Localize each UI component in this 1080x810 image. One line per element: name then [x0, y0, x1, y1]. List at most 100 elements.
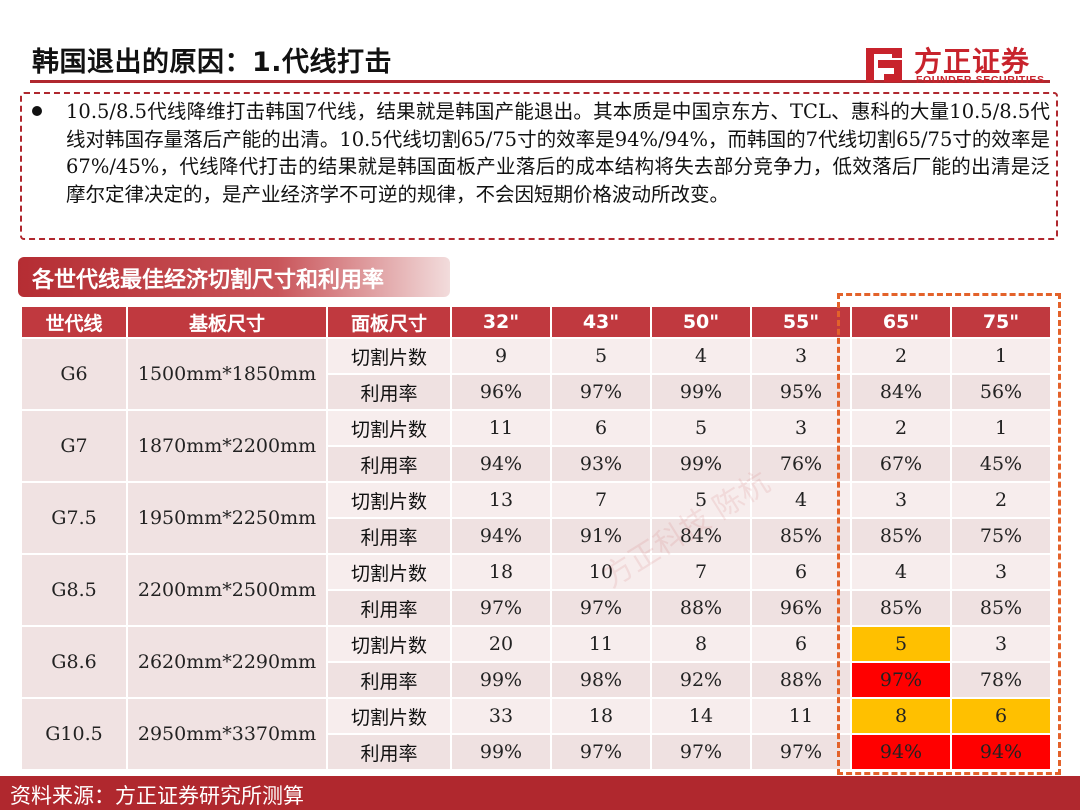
cut-count-label: 切割片数 — [326, 553, 452, 591]
generation-cell: G8.6 — [20, 625, 128, 699]
table-row: G8.5 2200mm*2500mm 切割片数 18 10 7 6 4 3 — [20, 553, 1052, 627]
table-row: 利用率 96% 97% 99% 95% 84% 56% — [21, 373, 1052, 411]
section-heading-text: 各世代线最佳经济切割尺寸和利用率 — [32, 268, 385, 293]
founder-logo-icon — [866, 48, 902, 82]
utilization-cell: 85% — [850, 517, 952, 555]
cut-count-cell: 10 — [550, 553, 652, 591]
generation-cell: G8.5 — [20, 553, 128, 627]
generation-cell: G7.5 — [20, 481, 128, 555]
title-divider — [30, 80, 1050, 83]
cut-count-cell: 5 — [650, 409, 752, 447]
cut-count-cell: 6 — [750, 625, 852, 663]
column-header: 55" — [750, 305, 852, 339]
utilization-cell: 84% — [650, 517, 752, 555]
utilization-cell: 99% — [650, 445, 752, 483]
utilization-cell: 97% — [550, 589, 652, 627]
utilization-cell: 96% — [750, 589, 852, 627]
cut-count-cell: 6 — [550, 409, 652, 447]
column-header: 基板尺寸 — [126, 305, 328, 339]
cut-count-cell: 5 — [550, 337, 652, 375]
table-row: 利用率 99% 98% 92% 88% 97% 78% — [21, 661, 1052, 699]
summary-box: 10.5/8.5代线降维打击韩国7代线，结果就是韩国产能退出。其本质是中国京东方… — [20, 92, 1058, 240]
table-row: 利用率 94% 91% 84% 85% 85% 75% — [21, 517, 1052, 555]
utilization-cell: 95% — [750, 373, 852, 411]
cut-count-cell: 20 — [450, 625, 552, 663]
column-header: 世代线 — [20, 305, 128, 339]
utilization-cell: 56% — [950, 373, 1052, 411]
substrate-size-cell: 1500mm*1850mm — [126, 337, 328, 411]
cut-count-cell: 5 — [850, 625, 952, 663]
utilization-cell: 97% — [850, 661, 952, 699]
utilization-cell: 94% — [450, 445, 552, 483]
utilization-cell: 75% — [950, 517, 1052, 555]
utilization-label: 利用率 — [326, 517, 452, 555]
generation-cell: G6 — [20, 337, 128, 411]
utilization-cell: 94% — [850, 733, 952, 771]
substrate-size-cell: 2950mm*3370mm — [126, 697, 328, 771]
footer-bar: 资料来源：方正证券研究所测算 — [0, 776, 1080, 810]
substrate-size-cell: 2200mm*2500mm — [126, 553, 328, 627]
table-row: G7 1870mm*2200mm 切割片数 11 6 5 3 2 1 — [20, 409, 1052, 483]
cut-count-cell: 1 — [950, 337, 1052, 375]
utilization-cell: 76% — [750, 445, 852, 483]
utilization-cell: 97% — [550, 373, 652, 411]
substrate-size-cell: 1950mm*2250mm — [126, 481, 328, 555]
cut-count-cell: 11 — [450, 409, 552, 447]
column-header: 50" — [650, 305, 752, 339]
cut-count-cell: 14 — [650, 697, 752, 735]
utilization-cell: 99% — [450, 733, 552, 771]
cutting-efficiency-table: 世代线 基板尺寸 面板尺寸 32" 43" 50" 55" 65" 75" G6 1500mm*1… — [20, 305, 1052, 771]
cut-count-cell: 3 — [850, 481, 952, 519]
table-row: 利用率 99% 97% 97% 97% 94% 94% — [21, 733, 1052, 771]
utilization-label: 利用率 — [326, 589, 452, 627]
utilization-cell: 85% — [750, 517, 852, 555]
table-row: G8.6 2620mm*2290mm 切割片数 20 11 8 6 5 3 — [20, 625, 1052, 699]
utilization-cell: 94% — [950, 733, 1052, 771]
cut-count-label: 切割片数 — [326, 625, 452, 663]
utilization-cell: 99% — [650, 373, 752, 411]
utilization-cell: 99% — [450, 661, 552, 699]
column-header: 43" — [550, 305, 652, 339]
utilization-cell: 94% — [450, 517, 552, 555]
cut-count-cell: 7 — [650, 553, 752, 591]
utilization-cell: 88% — [650, 589, 752, 627]
logo-chinese-name: 方正证券 — [914, 45, 1031, 78]
summary-text: 10.5/8.5代线降维打击韩国7代线，结果就是韩国产能退出。其本质是中国京东方… — [66, 100, 1050, 206]
utilization-cell: 92% — [650, 661, 752, 699]
utilization-cell: 88% — [750, 661, 852, 699]
cut-count-cell: 8 — [650, 625, 752, 663]
cut-count-cell: 11 — [550, 625, 652, 663]
cut-count-cell: 3 — [950, 553, 1052, 591]
utilization-cell: 45% — [950, 445, 1052, 483]
utilization-cell: 78% — [950, 661, 1052, 699]
table-row: 利用率 97% 97% 88% 96% 85% 85% — [21, 589, 1052, 627]
generation-cell: G10.5 — [20, 697, 128, 771]
utilization-label: 利用率 — [326, 733, 452, 771]
cut-count-cell: 33 — [450, 697, 552, 735]
utilization-cell: 96% — [450, 373, 552, 411]
column-header: 32" — [450, 305, 552, 339]
logo-english-name: FOUNDER SECURITIES — [916, 74, 1045, 86]
utilization-label: 利用率 — [326, 445, 452, 483]
cut-count-cell: 1 — [950, 409, 1052, 447]
utilization-cell: 97% — [650, 733, 752, 771]
cut-count-cell: 3 — [750, 337, 852, 375]
utilization-cell: 98% — [550, 661, 652, 699]
cut-count-label: 切割片数 — [326, 697, 452, 735]
column-header: 75" — [950, 305, 1052, 339]
generation-cell: G7 — [20, 409, 128, 483]
utilization-cell: 85% — [850, 589, 952, 627]
cut-count-cell: 13 — [450, 481, 552, 519]
cut-count-label: 切割片数 — [326, 409, 452, 447]
cut-count-cell: 4 — [850, 553, 952, 591]
utilization-cell: 85% — [950, 589, 1052, 627]
table-row: G7.5 1950mm*2250mm 切割片数 13 7 5 4 3 2 — [20, 481, 1052, 555]
cut-count-cell: 11 — [750, 697, 852, 735]
substrate-size-cell: 2620mm*2290mm — [126, 625, 328, 699]
cut-count-cell: 7 — [550, 481, 652, 519]
utilization-cell: 97% — [550, 733, 652, 771]
cut-count-cell: 2 — [850, 409, 952, 447]
company-logo: 方正证券 FOUNDER SECURITIES — [862, 40, 1052, 90]
utilization-cell: 97% — [450, 589, 552, 627]
cut-count-cell: 5 — [650, 481, 752, 519]
